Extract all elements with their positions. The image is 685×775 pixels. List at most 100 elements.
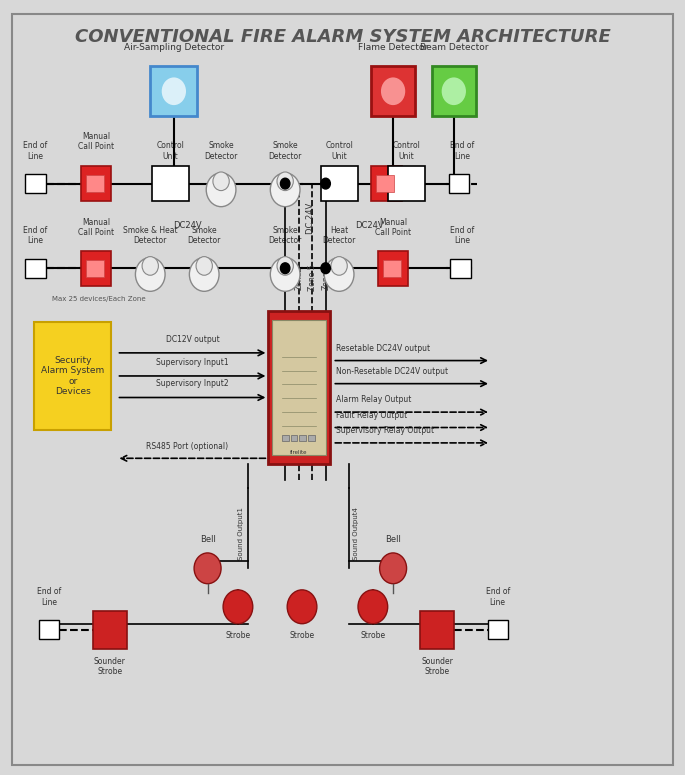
Circle shape (358, 590, 388, 624)
Text: Smoke
Detector: Smoke Detector (269, 226, 302, 245)
Bar (268, 311, 329, 464)
Bar (25, 174, 46, 193)
Text: Security
Alarm System
or
Devices: Security Alarm System or Devices (41, 356, 104, 396)
Circle shape (280, 263, 290, 274)
Circle shape (321, 178, 330, 189)
Circle shape (223, 590, 253, 624)
Text: Max 25 devices/Each Zone: Max 25 devices/Each Zone (53, 296, 146, 302)
Circle shape (287, 590, 317, 624)
Circle shape (142, 257, 158, 275)
Bar (86, 175, 104, 192)
Circle shape (442, 78, 466, 105)
Circle shape (277, 257, 293, 275)
Circle shape (324, 257, 354, 291)
Text: Sound Output4: Sound Output4 (353, 508, 359, 560)
Circle shape (136, 257, 165, 291)
Circle shape (206, 173, 236, 207)
Text: Smoke
Detector: Smoke Detector (188, 226, 221, 245)
Bar (299, 436, 306, 441)
Circle shape (321, 263, 330, 274)
Bar (451, 259, 471, 278)
Circle shape (194, 553, 221, 584)
Text: Zone6: Zone6 (321, 266, 330, 290)
Bar (420, 611, 453, 649)
Text: Supervisory Relay Output: Supervisory Relay Output (336, 426, 434, 436)
Text: Flame Detector: Flame Detector (358, 43, 428, 53)
Text: End of
Line: End of Line (450, 141, 474, 160)
Bar (282, 436, 288, 441)
Bar (383, 260, 401, 277)
Text: Manual
Call Point: Manual Call Point (78, 132, 114, 151)
Bar (25, 259, 46, 278)
Text: Beam Detector: Beam Detector (419, 43, 488, 53)
Text: Zone2: Zone2 (294, 266, 303, 290)
Text: Smoke & Heat
Detector: Smoke & Heat Detector (123, 226, 177, 245)
Bar (272, 320, 325, 455)
Text: Strobe: Strobe (360, 632, 386, 640)
Text: Sounder
Strobe: Sounder Strobe (94, 656, 126, 677)
Text: DC24V: DC24V (355, 222, 384, 230)
Bar (449, 174, 469, 193)
Text: Bell: Bell (385, 535, 401, 544)
Bar (388, 167, 425, 201)
Text: Control
Unit: Control Unit (157, 141, 184, 160)
Text: Strobe: Strobe (225, 632, 251, 640)
Bar (321, 167, 358, 201)
Text: Manual
Call Point: Manual Call Point (375, 218, 411, 237)
Text: DC24V: DC24V (173, 222, 201, 230)
Text: End of
Line: End of Line (450, 226, 474, 245)
Bar (39, 620, 59, 639)
Circle shape (331, 257, 347, 275)
Text: DC 24V: DC 24V (306, 202, 315, 234)
Bar (308, 436, 315, 441)
Text: Sounder
Strobe: Sounder Strobe (421, 656, 453, 677)
Bar (290, 436, 297, 441)
Bar (152, 167, 189, 201)
Text: End of
Line: End of Line (23, 226, 48, 245)
Circle shape (280, 178, 290, 189)
Text: Supervisory Input2: Supervisory Input2 (156, 379, 229, 388)
Text: End of
Line: End of Line (486, 587, 510, 607)
Bar (81, 251, 112, 285)
Text: DC12V output: DC12V output (166, 335, 219, 343)
Bar (371, 66, 415, 116)
Bar (378, 251, 408, 285)
Circle shape (271, 257, 300, 291)
Text: Non-Resetable DC24V output: Non-Resetable DC24V output (336, 367, 448, 376)
Text: Supervisory Input1: Supervisory Input1 (156, 358, 229, 367)
Circle shape (162, 78, 186, 105)
Text: End of
Line: End of Line (37, 587, 61, 607)
Text: Resetable DC24V output: Resetable DC24V output (336, 344, 430, 353)
Bar (34, 322, 112, 430)
Circle shape (277, 172, 293, 191)
Text: Heat
Detector: Heat Detector (323, 226, 356, 245)
Text: Smoke
Detector: Smoke Detector (269, 141, 302, 160)
Text: Control
Unit: Control Unit (325, 141, 353, 160)
Text: Manual
Call Point: Manual Call Point (78, 218, 114, 237)
Text: CONVENTIONAL FIRE ALARM SYSTEM ARCHITECTURE: CONVENTIONAL FIRE ALARM SYSTEM ARCHITECT… (75, 29, 610, 46)
Text: Alarm Relay Output: Alarm Relay Output (336, 395, 411, 405)
Bar (93, 611, 127, 649)
Text: Air-Sampling Detector: Air-Sampling Detector (124, 43, 224, 53)
Text: firelite: firelite (290, 450, 308, 456)
Circle shape (381, 78, 406, 105)
Bar (376, 175, 395, 192)
Bar (371, 167, 401, 201)
Circle shape (213, 172, 229, 191)
Text: Control
Unit: Control Unit (393, 141, 421, 160)
Text: Bell: Bell (199, 535, 216, 544)
Circle shape (196, 257, 212, 275)
Bar (150, 66, 197, 116)
Bar (86, 260, 104, 277)
Circle shape (271, 173, 300, 207)
Circle shape (189, 257, 219, 291)
Text: RS485 Port (optional): RS485 Port (optional) (147, 442, 228, 450)
Text: Sound Output1: Sound Output1 (238, 507, 245, 560)
Text: End of
Line: End of Line (23, 141, 48, 160)
Circle shape (379, 553, 407, 584)
Text: Smoke
Detector: Smoke Detector (204, 141, 238, 160)
Bar (488, 620, 508, 639)
Text: Zone1: Zone1 (281, 266, 290, 290)
Text: Fault Relay Output: Fault Relay Output (336, 411, 407, 420)
Bar (432, 66, 475, 116)
